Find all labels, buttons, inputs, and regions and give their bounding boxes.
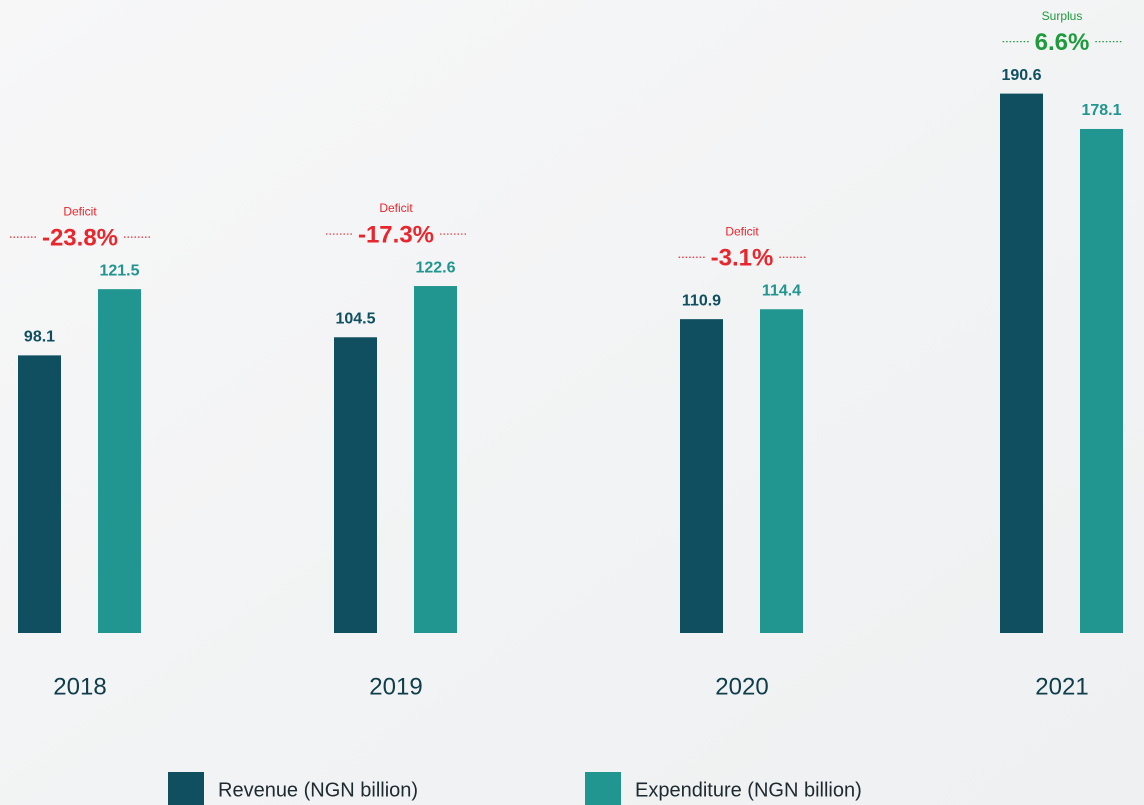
x-tick-label: 2021 (1035, 673, 1088, 700)
legend-label: Revenue (NGN billion) (218, 779, 418, 801)
bar (680, 319, 723, 633)
value-label: 114.4 (762, 282, 801, 299)
value-label: 104.5 (335, 310, 375, 327)
bar (760, 309, 803, 633)
balance-label: Deficit (725, 224, 759, 238)
x-tick-label: 2018 (53, 673, 106, 700)
balance-value: 6.6% (1035, 29, 1090, 56)
legend-swatch (585, 772, 621, 805)
x-tick-label: 2019 (369, 673, 422, 700)
bar (414, 286, 457, 633)
balance-value: -3.1% (711, 245, 774, 272)
balance-label: Deficit (63, 204, 97, 218)
value-label: 98.1 (24, 329, 55, 346)
balance-label: Surplus (1042, 9, 1083, 23)
bar (1000, 93, 1043, 634)
balance-value: -23.8% (42, 224, 118, 251)
value-label: 110.9 (682, 292, 721, 309)
legend-swatch (168, 772, 204, 805)
value-label: 190.6 (1001, 67, 1041, 84)
value-label: 121.5 (99, 262, 139, 279)
balance-label: Deficit (379, 201, 413, 215)
x-tick-label: 2020 (715, 673, 768, 700)
value-label: 178.1 (1081, 102, 1121, 119)
bar (334, 337, 377, 633)
bar (18, 355, 61, 633)
bar (1080, 128, 1123, 634)
value-label: 122.6 (415, 259, 455, 276)
legend-label: Expenditure (NGN billion) (635, 779, 862, 801)
bar (98, 289, 141, 633)
balance-value: -17.3% (358, 221, 434, 248)
